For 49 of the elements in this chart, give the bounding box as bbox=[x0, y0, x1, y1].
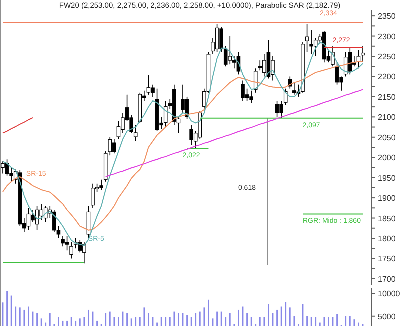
candlestick bbox=[65, 236, 70, 252]
candlestick bbox=[164, 100, 168, 128]
y-tick-label: 2200 bbox=[378, 72, 396, 82]
candlestick bbox=[284, 88, 288, 106]
y-tick-label: 2300 bbox=[378, 32, 396, 42]
candlestick bbox=[250, 90, 254, 104]
line-series bbox=[2, 117, 34, 134]
candlestick bbox=[61, 236, 65, 247]
candlestick bbox=[146, 75, 151, 96]
candlestick bbox=[361, 46, 365, 63]
candlestick bbox=[78, 240, 82, 254]
y-tick-label: 1800 bbox=[378, 234, 396, 244]
y-tick-label: 2350 bbox=[378, 12, 396, 22]
y-tick-label: 5000 bbox=[378, 312, 396, 322]
candlestick bbox=[241, 80, 245, 102]
candlestick bbox=[31, 210, 35, 223]
y-tick-label: 1850 bbox=[378, 214, 396, 224]
candlestick bbox=[356, 50, 361, 70]
candlestick bbox=[348, 48, 352, 76]
candlestick bbox=[258, 60, 262, 72]
candlestick bbox=[100, 179, 104, 190]
candlestick bbox=[91, 183, 95, 209]
y-tick-label: 2250 bbox=[378, 52, 396, 62]
y-tick-label: 2050 bbox=[378, 133, 396, 142]
candlestick bbox=[271, 56, 275, 82]
candlestick bbox=[314, 38, 318, 57]
y-tick-label: 10000 bbox=[378, 289, 400, 298]
candlestick bbox=[26, 208, 31, 231]
candlestick bbox=[70, 242, 74, 260]
y-tick-label: 1700 bbox=[378, 274, 396, 284]
candlestick bbox=[215, 24, 220, 53]
candlestick bbox=[44, 206, 48, 223]
y-tick-label: 1950 bbox=[378, 174, 396, 183]
candlestick bbox=[275, 100, 280, 118]
line-series bbox=[105, 89, 364, 178]
y-tick-label: 2000 bbox=[378, 154, 396, 163]
candlestick bbox=[228, 36, 232, 65]
candlestick bbox=[292, 82, 296, 96]
candlestick bbox=[305, 24, 310, 53]
y-tick-label: 2150 bbox=[378, 92, 396, 102]
y-tick-label: 1750 bbox=[378, 254, 396, 264]
candlestick bbox=[280, 100, 284, 118]
candlestick bbox=[134, 124, 138, 142]
y-tick-label: 1900 bbox=[378, 194, 396, 204]
candlestick bbox=[181, 84, 185, 114]
candlestick bbox=[245, 88, 250, 102]
candlestick bbox=[151, 84, 155, 98]
candlestick bbox=[116, 120, 121, 140]
y-tick-label: 2100 bbox=[378, 113, 396, 122]
